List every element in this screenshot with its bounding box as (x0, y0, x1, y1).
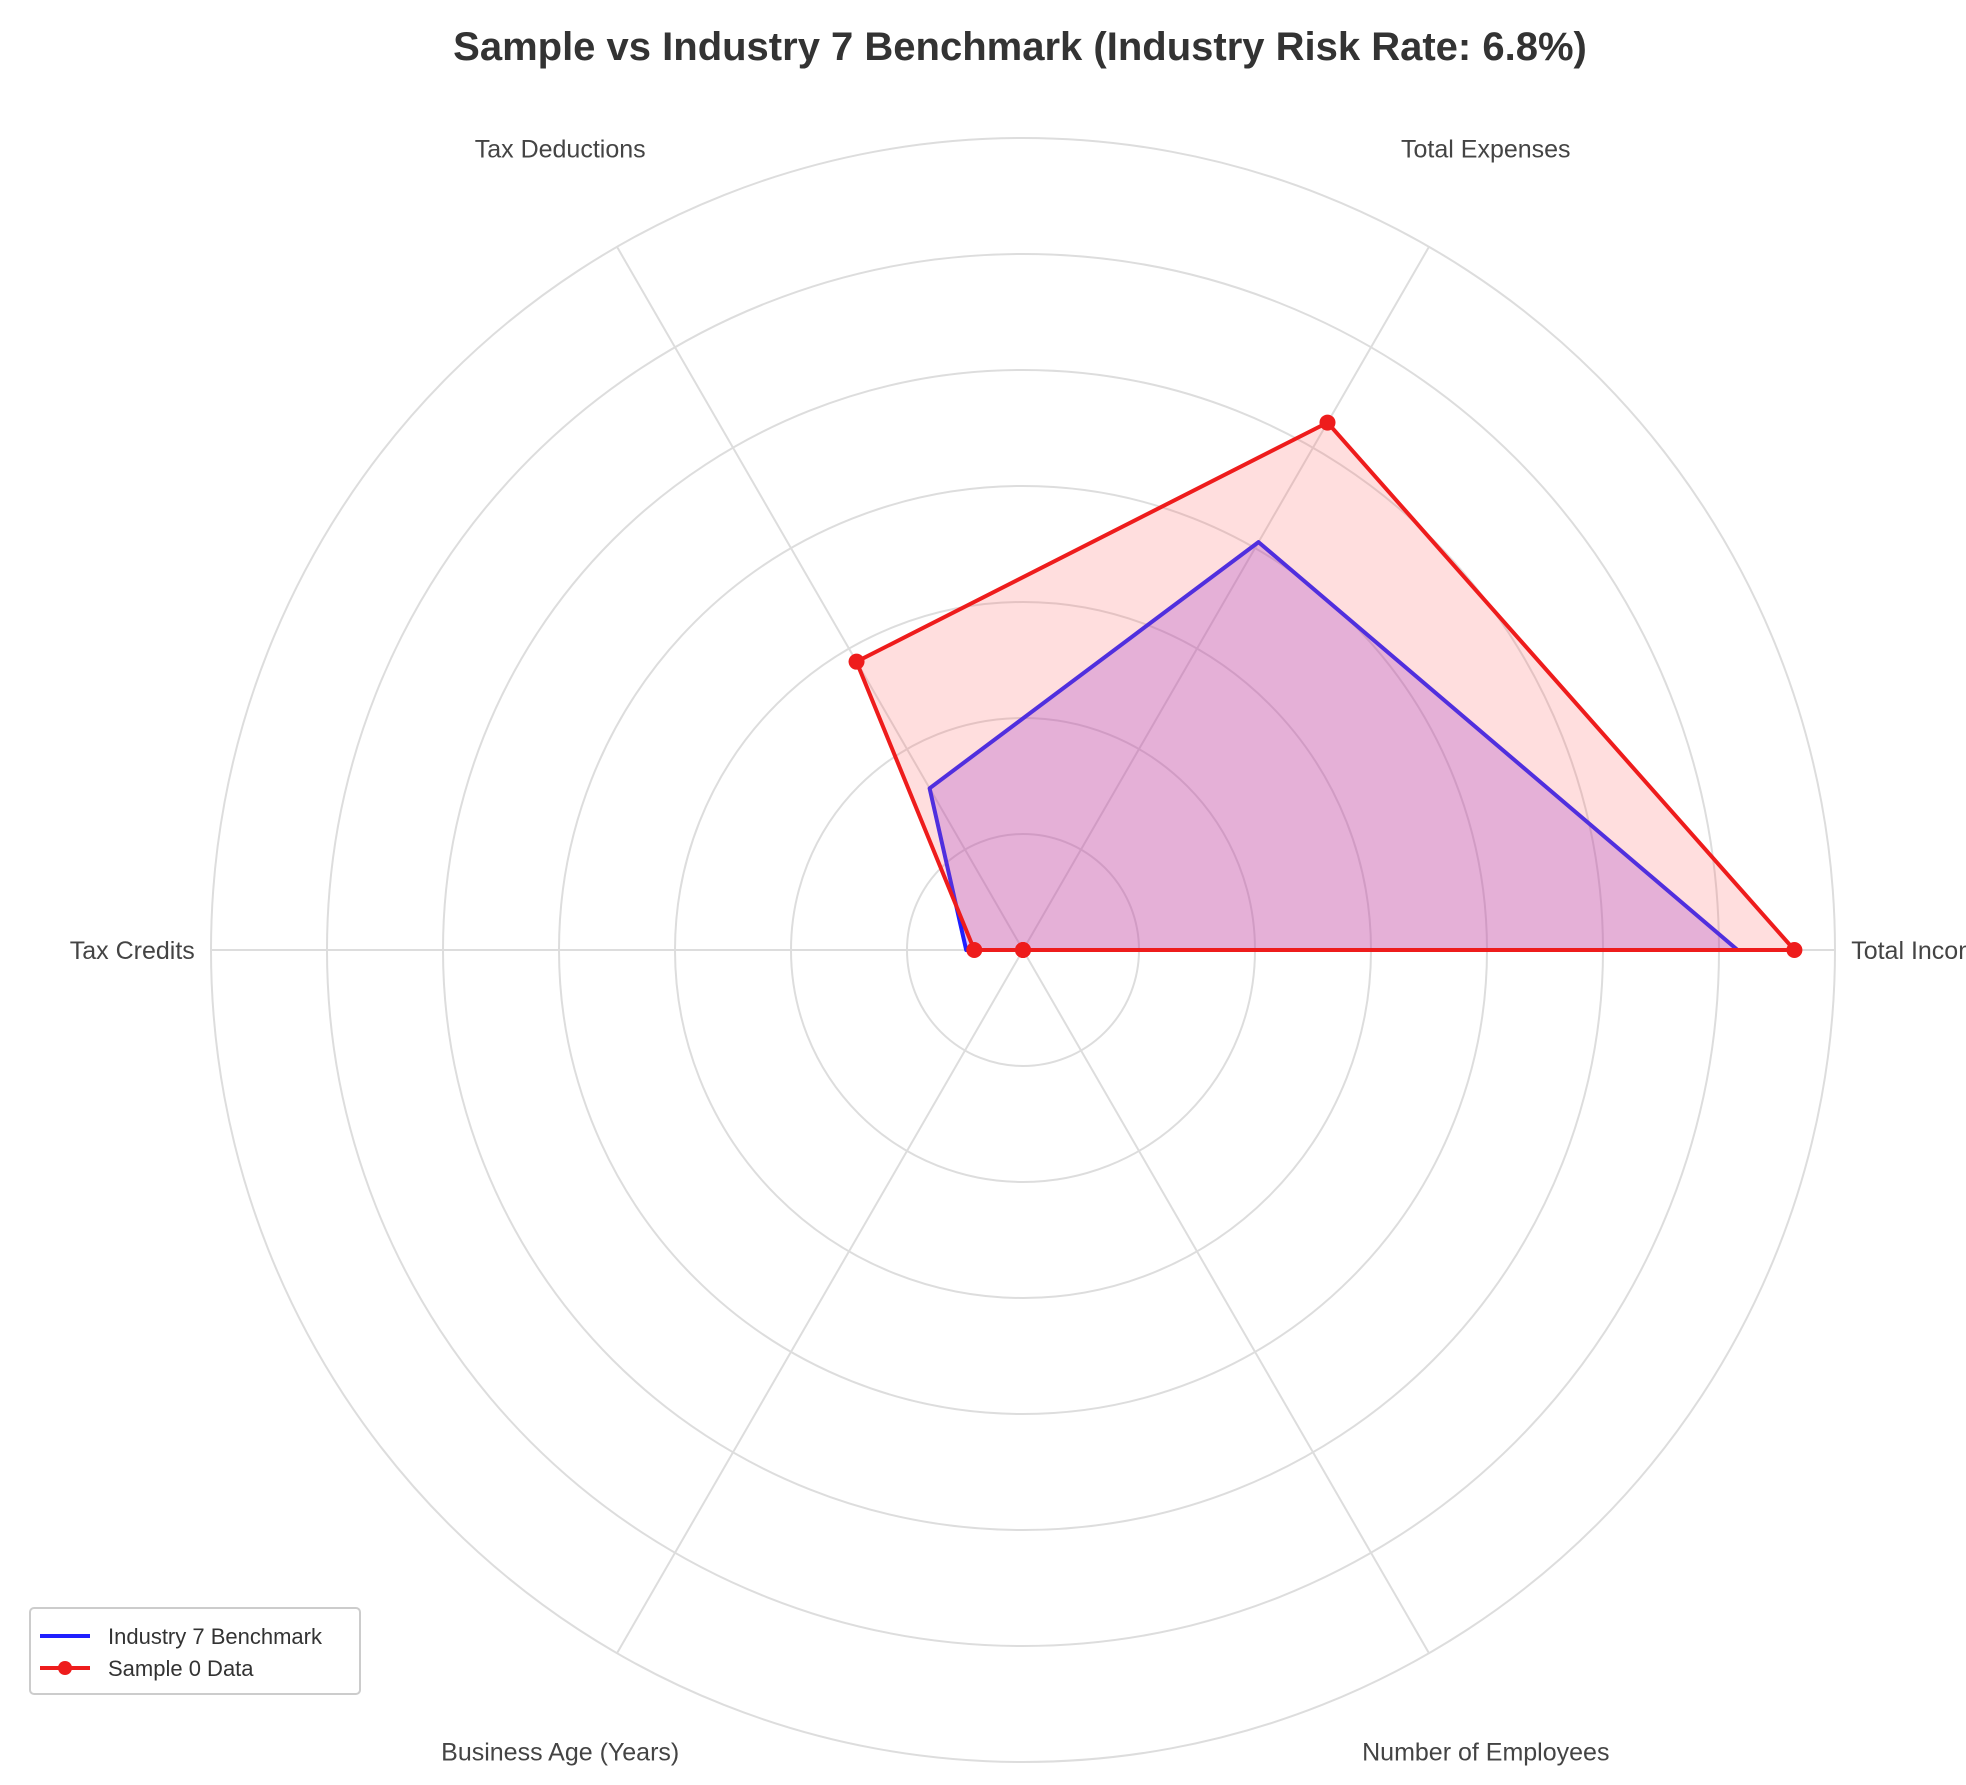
legend-box (29, 1607, 361, 1695)
axis-spoke (1022, 246, 1430, 951)
axis-spoke (616, 246, 1024, 951)
legend-marker-sample (58, 1661, 72, 1675)
series-line-1 (854, 420, 1797, 952)
axis-label: Tax Credits (70, 937, 195, 965)
axis-spoke (616, 949, 1024, 1654)
series-marker-1 (848, 653, 865, 670)
series-area-1 (856, 422, 1795, 951)
series-marker-1 (1786, 942, 1803, 958)
axis-label: Tax Deductions (475, 135, 646, 163)
axis-label: Business Age (Years) (441, 1739, 679, 1767)
radar-series (848, 414, 1803, 958)
series-marker-1 (966, 942, 983, 958)
axis-label: Total Income (1851, 937, 1966, 965)
legend-label-benchmark: Industry 7 Benchmark (108, 1624, 323, 1649)
chart-title: Sample vs Industry 7 Benchmark (Industry… (453, 25, 1587, 69)
legend-label-sample: Sample 0 Data (108, 1656, 254, 1681)
legend: Industry 7 Benchmark Sample 0 Data (29, 1607, 361, 1695)
series-marker-1 (1319, 414, 1336, 431)
axis-label: Number of Employees (1362, 1739, 1609, 1767)
axis-spoke (1022, 949, 1430, 1654)
series-marker-1 (1015, 942, 1031, 958)
axis-labels: Total Income Total Expenses Tax Deductions… (70, 135, 1966, 1766)
series-area-0 (929, 542, 1738, 950)
axis-label: Total Expenses (1401, 135, 1571, 163)
